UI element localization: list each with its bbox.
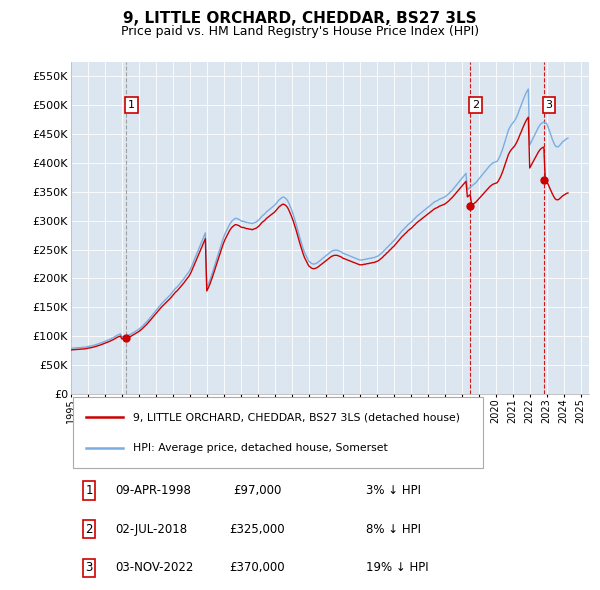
Text: 8% ↓ HPI: 8% ↓ HPI — [366, 523, 421, 536]
Text: Price paid vs. HM Land Registry's House Price Index (HPI): Price paid vs. HM Land Registry's House … — [121, 25, 479, 38]
Text: 2: 2 — [472, 100, 479, 110]
Text: 3: 3 — [545, 100, 553, 110]
Text: 09-APR-1998: 09-APR-1998 — [115, 484, 191, 497]
Text: £97,000: £97,000 — [233, 484, 281, 497]
Text: 1: 1 — [128, 100, 135, 110]
Text: 9, LITTLE ORCHARD, CHEDDAR, BS27 3LS (detached house): 9, LITTLE ORCHARD, CHEDDAR, BS27 3LS (de… — [133, 412, 460, 422]
Text: 1: 1 — [85, 484, 92, 497]
Text: 3: 3 — [85, 561, 92, 574]
FancyBboxPatch shape — [73, 397, 483, 468]
Text: 03-NOV-2022: 03-NOV-2022 — [115, 561, 193, 574]
Text: 19% ↓ HPI: 19% ↓ HPI — [366, 561, 429, 574]
Text: 9, LITTLE ORCHARD, CHEDDAR, BS27 3LS: 9, LITTLE ORCHARD, CHEDDAR, BS27 3LS — [123, 11, 477, 25]
Text: £370,000: £370,000 — [230, 561, 285, 574]
Text: 2: 2 — [85, 523, 92, 536]
Text: 3% ↓ HPI: 3% ↓ HPI — [366, 484, 421, 497]
Text: 02-JUL-2018: 02-JUL-2018 — [115, 523, 187, 536]
Text: £325,000: £325,000 — [230, 523, 285, 536]
Text: HPI: Average price, detached house, Somerset: HPI: Average price, detached house, Some… — [133, 443, 388, 453]
